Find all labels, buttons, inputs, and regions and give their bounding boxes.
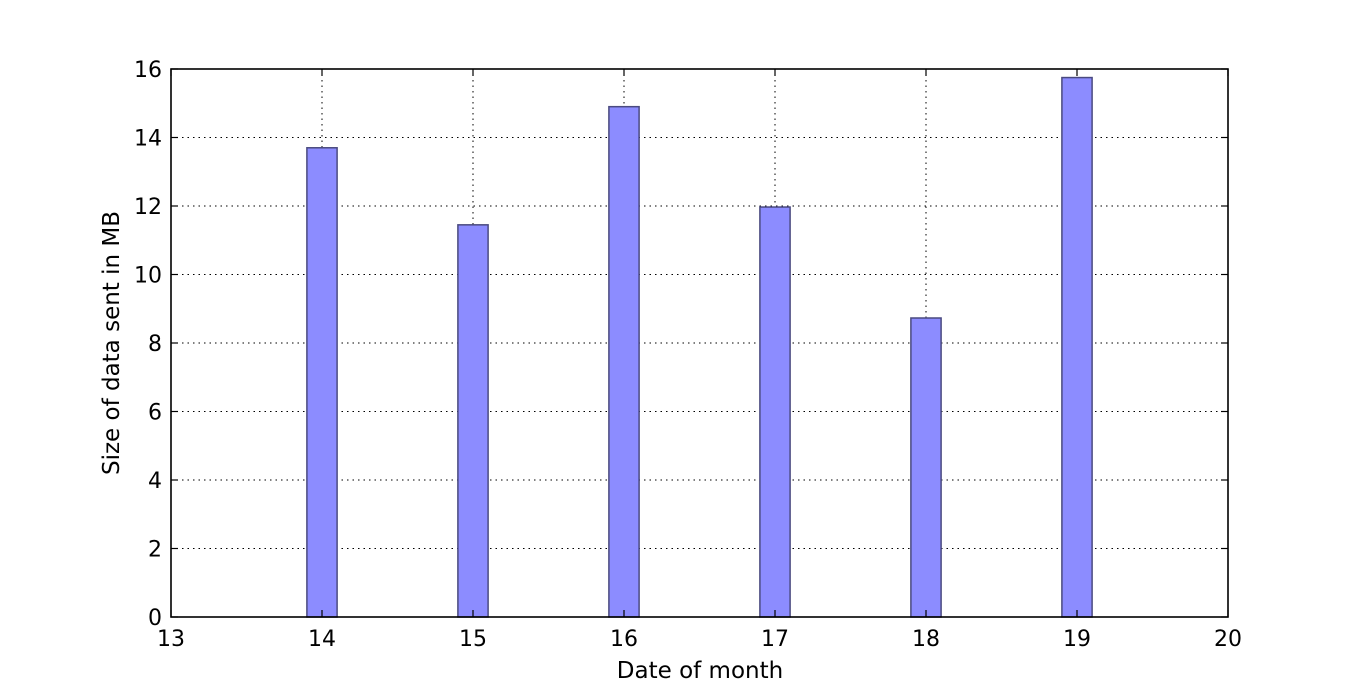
x-tick-label: 14	[308, 627, 336, 652]
y-tick-label: 8	[148, 332, 162, 357]
bar	[457, 224, 489, 618]
x-tick-label: 15	[459, 627, 487, 652]
bar	[910, 317, 942, 618]
bars	[306, 76, 1093, 618]
bar	[1061, 76, 1093, 618]
x-tick-labels: 13 14 15 16 17 18 19 20	[157, 627, 1242, 652]
bar	[608, 105, 640, 618]
y-tick-label: 12	[134, 195, 162, 220]
x-tick-label: 19	[1063, 627, 1091, 652]
x-tick-label: 17	[761, 627, 789, 652]
x-tick-label: 20	[1214, 627, 1242, 652]
y-tick-label: 10	[134, 264, 162, 289]
y-tick-labels: 0 2 4 6 8 10 12 14 16	[134, 58, 162, 631]
ticks	[170, 68, 1229, 618]
x-tick-label: 18	[912, 627, 940, 652]
y-tick-label: 14	[134, 127, 162, 152]
y-tick-label: 6	[148, 401, 162, 426]
y-axis-label: Size of data sent in MB	[99, 211, 125, 475]
bar	[759, 206, 791, 618]
x-axis-label: Date of month	[617, 658, 783, 684]
y-tick-label: 16	[134, 58, 162, 83]
y-tick-label: 0	[148, 606, 162, 631]
x-tick-label: 16	[610, 627, 638, 652]
y-tick-label: 4	[148, 469, 162, 494]
x-tick-label: 13	[157, 627, 185, 652]
y-tick-label: 2	[148, 538, 162, 563]
bar	[306, 147, 338, 618]
